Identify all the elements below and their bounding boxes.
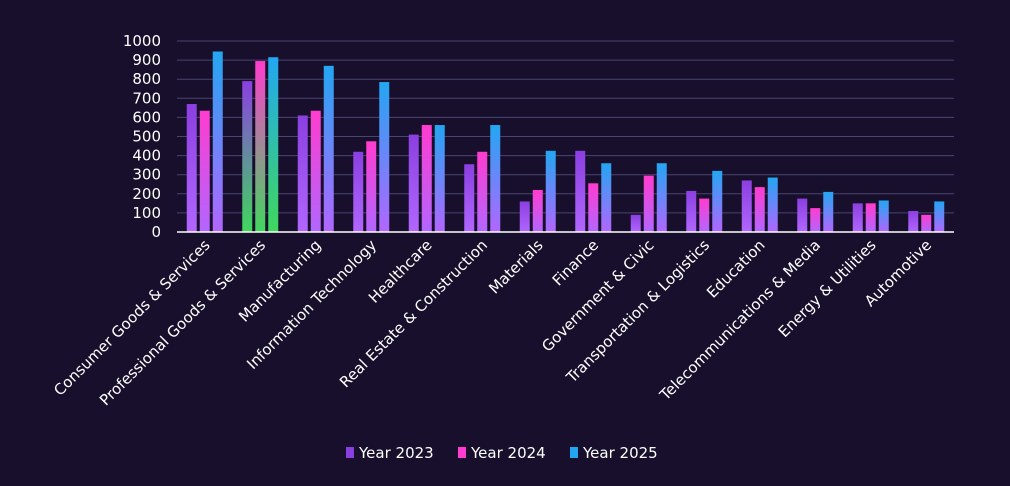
- bar-year-2025: [268, 57, 279, 233]
- bar-year-2025: [712, 170, 723, 232]
- bar-year-2024: [865, 203, 876, 232]
- bar-year-2024: [699, 198, 710, 232]
- bar-year-2023: [686, 190, 697, 232]
- bar-year-2025: [545, 150, 556, 232]
- bar-year-2025: [601, 163, 612, 232]
- bar-year-2023: [852, 203, 863, 232]
- bar-year-2023: [797, 198, 808, 232]
- bar-year-2024: [754, 187, 765, 232]
- legend-label: Year 2024: [470, 444, 546, 462]
- bar-year-2024: [310, 110, 321, 232]
- y-tick-label: 0: [151, 223, 161, 241]
- y-tick-label: 900: [132, 51, 161, 69]
- bar-year-2023: [186, 104, 197, 232]
- legend-swatch: [346, 447, 354, 458]
- bar-year-2023: [575, 150, 586, 232]
- bar-year-2024: [199, 110, 210, 232]
- bar-year-2023: [408, 134, 419, 232]
- y-tick-label: 400: [132, 147, 161, 165]
- bar-year-2023: [519, 201, 530, 232]
- bars: [186, 51, 945, 233]
- bar-year-2023: [908, 210, 919, 232]
- bar-year-2024: [421, 125, 432, 232]
- bar-year-2023: [464, 164, 475, 232]
- legend-label: Year 2025: [582, 444, 658, 462]
- bar-year-2023: [242, 81, 253, 232]
- bar-year-2024: [810, 208, 821, 233]
- bar-year-2025: [656, 163, 667, 232]
- bar-year-2024: [255, 61, 266, 233]
- bar-year-2025: [434, 125, 445, 232]
- bar-year-2025: [878, 200, 889, 232]
- bar-year-2024: [477, 151, 488, 232]
- y-tick-label: 600: [132, 108, 161, 126]
- bar-year-2025: [934, 201, 945, 232]
- bar-year-2024: [366, 141, 377, 232]
- bar-year-2023: [741, 180, 752, 232]
- bar-year-2024: [921, 214, 932, 232]
- bar-year-2023: [630, 214, 641, 232]
- legend: Year 2023 Year 2024 Year 2025: [346, 444, 658, 462]
- bar-year-2023: [353, 151, 364, 232]
- bar-year-2025: [323, 65, 334, 232]
- y-tick-label: 300: [132, 166, 161, 184]
- bar-year-2023: [297, 115, 308, 232]
- y-tick-label: 200: [132, 185, 161, 203]
- y-tick-label: 100: [132, 204, 161, 222]
- x-category-label: Energy & Utilities: [775, 236, 880, 341]
- legend-swatch: [458, 447, 466, 458]
- x-category-label: Materials: [485, 236, 546, 297]
- y-tick-label: 1000: [123, 32, 161, 50]
- bar-year-2024: [643, 175, 654, 232]
- bar-year-2024: [588, 183, 599, 232]
- grid-lines: [177, 40, 954, 233]
- y-tick-label: 700: [132, 89, 161, 107]
- x-category-label: Finance: [549, 236, 602, 289]
- bar-year-2025: [823, 191, 834, 232]
- legend-label: Year 2023: [358, 444, 434, 462]
- bar-year-2025: [767, 177, 778, 232]
- bar-year-2025: [490, 125, 501, 232]
- y-tick-label: 800: [132, 70, 161, 88]
- bar-year-2025: [212, 51, 223, 232]
- legend-swatch: [570, 447, 578, 458]
- y-tick-label: 500: [132, 128, 161, 146]
- bar-year-2025: [379, 82, 390, 232]
- bar-year-2024: [532, 189, 543, 232]
